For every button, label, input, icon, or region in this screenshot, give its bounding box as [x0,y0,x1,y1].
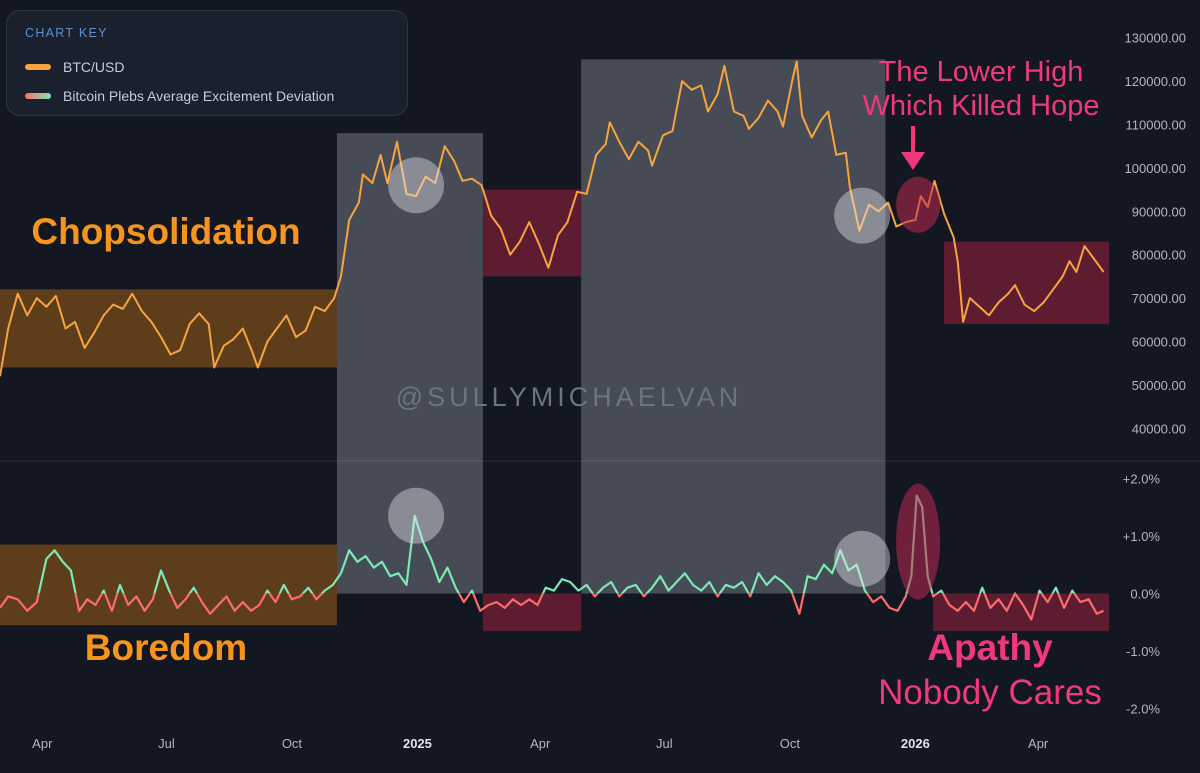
price-tick-4: 90000.00 [1132,204,1186,219]
highlight-circle-4 [834,530,891,587]
region-red-6 [482,593,582,631]
highlights-layer [388,157,941,600]
apathy-label: Apathy [927,627,1053,668]
chart-key: CHART KEY BTC/USD Bitcoin Plebs Average … [6,10,408,116]
region-orange-0 [0,289,337,368]
deviation-tick-2: 0.0% [1130,587,1160,602]
boredom-label: Boredom [85,627,247,668]
chopsolidation-label: Chopsolidation [31,211,300,252]
highlight-circle-3 [388,487,445,544]
x-tick-8: Apr [1028,736,1049,751]
region-grey-3 [581,59,886,594]
x-tick-2: Oct [282,736,303,751]
price-tick-8: 50000.00 [1132,378,1186,393]
region-orange-5 [0,544,337,626]
highlight-pink-2 [896,176,941,233]
deviation-tick-4: -2.0% [1126,702,1160,717]
regions-layer [0,59,1110,631]
x-tick-7: 2026 [901,736,930,751]
price-tick-1: 120000.00 [1125,74,1186,89]
x-tick-1: Jul [158,736,175,751]
price-tick-9: 40000.00 [1132,421,1186,436]
x-tick-6: Oct [780,736,801,751]
price-tick-2: 110000.00 [1126,117,1187,132]
deviation-tick-0: +2.0% [1123,471,1161,486]
price-tick-7: 60000.00 [1132,334,1186,349]
x-tick-4: Apr [530,736,551,751]
lower-high-arrow-icon [901,126,925,170]
legend-label-excitement: Bitcoin Plebs Average Excitement Deviati… [63,88,335,104]
highlight-pink-5 [896,483,941,600]
x-tick-3: 2025 [403,736,432,751]
region-red-2 [482,189,582,277]
btc-swatch [25,64,51,70]
axes-layer: 130000.00 120000.00 110000.00 100000.00 9000… [32,31,1186,751]
legend-item-btc: BTC/USD [25,59,124,75]
excitement-swatch [25,93,51,99]
watermark: @SULLYMICHAELVAN [396,382,743,412]
legend-item-excitement: Bitcoin Plebs Average Excitement Deviati… [25,88,334,104]
x-tick-5: Jul [656,736,673,751]
deviation-tick-3: -1.0% [1126,644,1160,659]
lower-high-label-line2: Which Killed Hope [863,90,1100,122]
highlight-circle-0 [388,157,445,214]
price-tick-6: 70000.00 [1132,291,1186,306]
price-tick-3: 100000.00 [1125,161,1186,176]
legend-label-btc: BTC/USD [63,59,125,75]
nobody-cares-label: Nobody Cares [878,673,1102,712]
highlight-circle-1 [834,187,891,244]
chart-key-title: CHART KEY [25,26,108,40]
x-tick-0: Apr [32,736,53,751]
deviation-tick-1: +1.0% [1123,529,1161,544]
region-red-4 [944,241,1110,325]
region-red-7 [933,593,1110,631]
price-tick-5: 80000.00 [1132,248,1186,263]
lower-high-label-line1: The Lower High [879,56,1084,88]
price-tick-0: 130000.00 [1125,31,1186,46]
region-grey-1 [336,133,483,594]
